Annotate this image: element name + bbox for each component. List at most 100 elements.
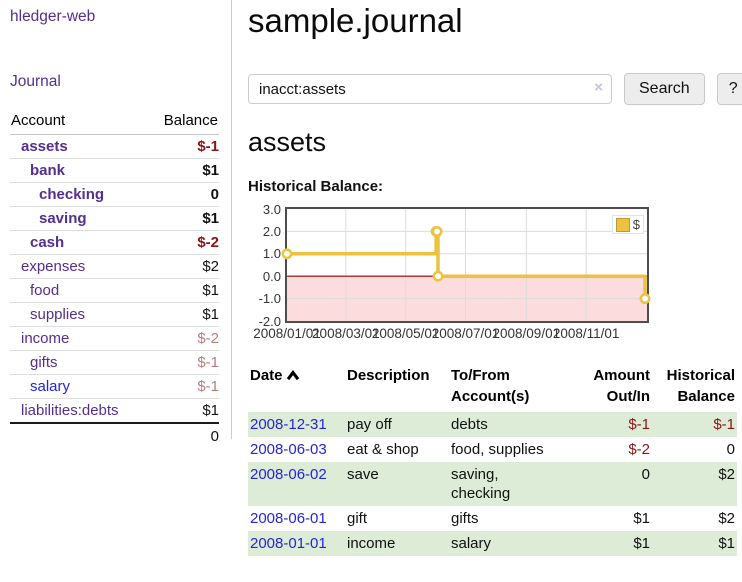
x-tick-label: 2008/05/01 [371, 326, 440, 341]
header-accounts: To/From Account(s) [451, 367, 530, 405]
search-form: × Search ? [248, 73, 742, 105]
account-balance: $-1 [197, 378, 219, 395]
account-balance: $1 [202, 210, 219, 227]
account-balance: $1 [202, 162, 219, 179]
transaction-balance: $2 [718, 510, 735, 527]
account-row: liabilities:debts $1 [10, 399, 219, 423]
y-tick-label: -2.0 [258, 313, 281, 329]
transaction-amount: $-2 [628, 441, 650, 458]
transaction-description: pay off [347, 416, 392, 433]
account-link[interactable]: liabilities:debts [21, 402, 119, 419]
accounts-header-account: Account [11, 112, 66, 129]
transaction-amount: $1 [633, 510, 650, 527]
journal-nav-link[interactable]: Journal [10, 73, 61, 90]
register-row: 2008-06-03 eat & shop food, supplies $-2… [248, 437, 737, 462]
header-balance: Historical Balance [666, 367, 735, 405]
account-link[interactable]: gifts [30, 354, 58, 371]
transaction-accounts: salary [451, 535, 492, 552]
y-tick-label: -1.0 [258, 291, 281, 307]
transaction-date-link[interactable]: 2008-06-03 [250, 441, 327, 458]
transaction-description: eat & shop [347, 441, 419, 458]
x-tick-label: 2008/03/01 [312, 326, 380, 341]
y-tick-label: 0.0 [262, 268, 281, 284]
x-tick-label: 2008/11/01 [552, 326, 620, 341]
register-row: 2008-06-02 save saving, checking 0 $2 [248, 462, 737, 506]
account-row: food $1 [10, 279, 219, 303]
account-link[interactable]: food [30, 282, 60, 299]
transaction-description: gift [347, 510, 368, 527]
account-row: supplies $1 [10, 303, 219, 327]
search-box: × [248, 74, 612, 104]
chart-legend: $ [611, 215, 644, 234]
transaction-balance: 0 [726, 441, 735, 458]
account-balance: 0 [210, 186, 219, 203]
account-row: income $-2 [10, 327, 219, 351]
account-title: assets [248, 127, 327, 157]
account-balance: $-2 [197, 330, 219, 347]
account-link[interactable]: income [21, 330, 70, 347]
legend-label: $ [632, 217, 640, 232]
sort-ascending-icon [286, 370, 299, 381]
register-table: Date Description To/From Account(s) Amou… [248, 363, 737, 556]
transaction-date-link[interactable]: 2008-01-01 [250, 535, 327, 552]
account-link[interactable]: bank [30, 162, 66, 179]
account-link[interactable]: salary [30, 378, 71, 395]
search-button[interactable]: Search [624, 73, 705, 105]
transaction-amount: $-1 [628, 416, 650, 433]
account-link[interactable]: supplies [30, 306, 86, 323]
transaction-amount: $1 [633, 535, 650, 552]
account-link[interactable]: saving [39, 210, 87, 227]
account-row: bank $1 [10, 159, 219, 183]
main-content: sample.journal × Search ? assets Histori… [233, 0, 742, 556]
header-description: Description [347, 367, 430, 384]
legend-swatch-icon [615, 217, 630, 232]
transaction-balance: $1 [718, 535, 735, 552]
account-link[interactable]: checking [39, 186, 105, 203]
register-row: 2008-06-01 gift gifts $1 $2 [248, 506, 737, 531]
transaction-accounts: gifts [451, 510, 479, 527]
transaction-description: income [347, 535, 396, 552]
header-date[interactable]: Date [248, 363, 345, 412]
account-row: checking 0 [10, 183, 219, 207]
x-tick-label: 2008/09/01 [492, 326, 561, 341]
accounts-total-row: 0 [10, 422, 219, 448]
account-balance: $-1 [197, 138, 219, 155]
transaction-accounts: food, supplies [451, 441, 544, 458]
account-link[interactable]: assets [21, 138, 68, 155]
y-tick-label: 3.0 [262, 201, 281, 217]
account-balance: $1 [202, 402, 219, 419]
y-tick-label: 1.0 [262, 246, 281, 262]
x-tick-label: 2008/01/01 [253, 326, 321, 341]
chart-title: Historical Balance: [248, 178, 384, 195]
account-row: saving $1 [10, 207, 219, 231]
transaction-date-link[interactable]: 2008-06-02 [250, 466, 327, 483]
account-balance: $-1 [197, 354, 219, 371]
account-row: assets $-1 [10, 135, 219, 159]
help-button[interactable]: ? [716, 73, 742, 105]
accounts-total-value: 0 [210, 427, 219, 445]
y-tick-label: 2.0 [262, 223, 281, 239]
account-link[interactable]: cash [30, 234, 65, 251]
account-link[interactable]: expenses [21, 258, 86, 275]
search-input[interactable] [248, 74, 612, 104]
transaction-description: save [347, 466, 379, 483]
accounts-table: Account Balance assets $-1 bank $1 check… [10, 110, 219, 448]
account-balance: $1 [202, 282, 219, 299]
account-row: cash $-2 [10, 231, 219, 255]
sidebar: hledger-web Journal Account Balance asse… [0, 0, 232, 445]
transaction-date-link[interactable]: 2008-06-01 [250, 510, 327, 527]
chart-canvas [281, 209, 651, 321]
account-row: gifts $-1 [10, 351, 219, 375]
register-row: 2008-12-31 pay off debts $-1 $-1 [248, 412, 737, 437]
app-title-link[interactable]: hledger-web [10, 8, 96, 25]
transaction-date-link[interactable]: 2008-12-31 [250, 416, 327, 433]
register-header-row: Date Description To/From Account(s) Amou… [248, 363, 737, 412]
balance-chart[interactable]: 3.0 2.0 1.0 0.0 -1.0 -2.0 $ 2008/01/01 2008/03… [248, 202, 737, 347]
clear-search-icon[interactable]: × [594, 79, 603, 96]
register-row: 2008-01-01 income salary $1 $1 [248, 531, 737, 556]
account-row: salary $-1 [10, 375, 219, 399]
account-row: expenses $2 [10, 255, 219, 279]
account-balance: $-2 [197, 234, 219, 251]
header-amount: Amount Out/In [593, 367, 650, 405]
transaction-balance: $-1 [713, 416, 735, 433]
